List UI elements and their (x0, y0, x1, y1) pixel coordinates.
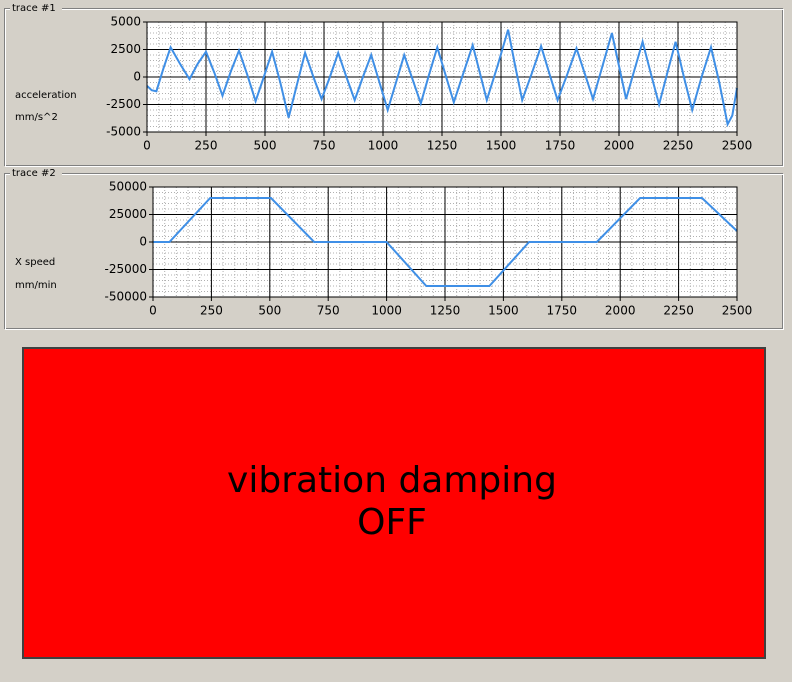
status-panel (22, 347, 766, 659)
y-axis-unit: mm/s^2 (15, 112, 58, 123)
x-tick-label: 0 (149, 304, 157, 318)
x-tick-label: 250 (195, 139, 218, 153)
x-tick-label: 750 (313, 139, 336, 153)
status-line: vibration damping (227, 460, 557, 501)
x-tick-label: 1000 (368, 139, 399, 153)
group-box (4, 8, 783, 166)
x-tick-label: 1750 (545, 139, 576, 153)
trace-line (153, 197, 738, 287)
plot-frame (146, 21, 738, 133)
x-tick-label: 1500 (488, 304, 519, 318)
x-tick-label: 1000 (371, 304, 402, 318)
y-axis-unit: mm/min (15, 280, 57, 291)
x-tick-label: 500 (254, 139, 277, 153)
y-tick-label: -2500 (106, 97, 141, 111)
x-tick-label: 2250 (663, 304, 694, 318)
y-tick-label: -25000 (104, 262, 147, 276)
y-axis-label: acceleration (15, 90, 77, 101)
x-tick-label: 2250 (663, 139, 694, 153)
group-box-highlight (5, 174, 784, 330)
x-tick-label: 1250 (430, 304, 461, 318)
x-tick-label: 0 (143, 139, 151, 153)
y-tick-label: -50000 (104, 290, 147, 304)
y-tick-label: 5000 (110, 15, 141, 29)
group-title-bg (10, 167, 62, 179)
group-box (4, 173, 783, 329)
status-line: OFF (357, 502, 427, 543)
y-tick-label: 0 (139, 235, 147, 249)
plot-frame (152, 186, 738, 298)
x-tick-label: 500 (258, 304, 281, 318)
group-title: trace #1 (12, 3, 56, 14)
x-tick-label: 2500 (722, 139, 753, 153)
x-tick-label: 2000 (604, 139, 635, 153)
x-tick-label: 750 (317, 304, 340, 318)
y-tick-label: 0 (133, 70, 141, 84)
trace-line (146, 29, 738, 128)
y-axis-label: X speed (15, 257, 55, 268)
x-tick-label: 1750 (547, 304, 578, 318)
x-tick-label: 2500 (722, 304, 753, 318)
y-tick-label: -5000 (106, 125, 141, 139)
x-tick-label: 250 (200, 304, 223, 318)
y-tick-label: 50000 (109, 180, 147, 194)
x-tick-label: 1250 (427, 139, 458, 153)
group-title: trace #2 (12, 168, 56, 179)
y-tick-label: 25000 (109, 207, 147, 221)
group-title-bg (10, 2, 62, 14)
group-box-highlight (5, 9, 784, 167)
x-tick-label: 1500 (486, 139, 517, 153)
y-tick-label: 2500 (110, 42, 141, 56)
x-tick-label: 2000 (605, 304, 636, 318)
